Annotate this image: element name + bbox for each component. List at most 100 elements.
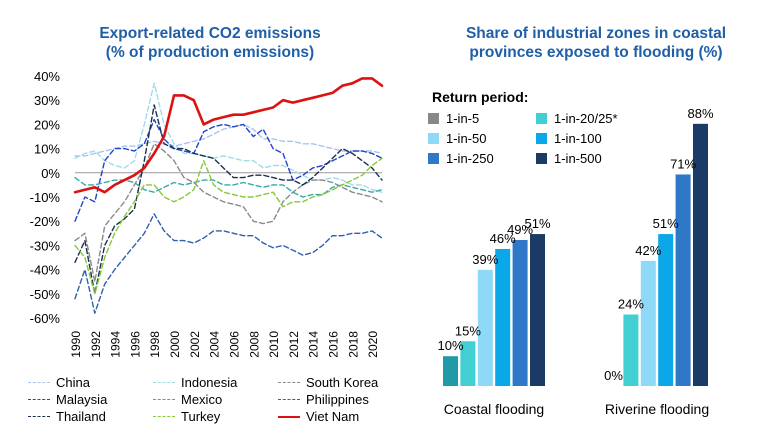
legend-line-swatch — [28, 382, 50, 383]
series-line-indonesia — [74, 82, 383, 193]
bar-data-label: 88% — [687, 106, 713, 121]
bar-data-label: 10% — [437, 338, 463, 353]
series-line-philippines — [74, 213, 383, 314]
line-chart-legend: China Indonesia South Korea Malaysia Mexico P… — [28, 374, 408, 425]
bar-data-label: 51% — [653, 216, 679, 231]
left-title-line-2: (% of production emissions) — [105, 44, 315, 61]
x-tick-label: 2012 — [287, 331, 301, 358]
x-tick-label: 2008 — [247, 331, 261, 358]
bar-1-in-250-0 — [512, 240, 528, 386]
bar-data-label: 49% — [507, 222, 533, 237]
right-chart-title: Share of industrial zones in coastal pro… — [418, 24, 774, 62]
left-chart-title: Export-related CO2 emissions (% of produ… — [20, 24, 400, 62]
legend-label: Thailand — [56, 409, 106, 424]
legend-line-swatch — [278, 382, 300, 383]
x-tick-label: 2020 — [366, 331, 380, 358]
left-title-line-1: Export-related CO2 emissions — [99, 25, 321, 42]
x-tick-label: 1990 — [69, 331, 83, 358]
bar-data-label: 24% — [618, 296, 644, 311]
x-tick-label: 1994 — [109, 331, 123, 358]
return-period-item: 1-in-5 — [428, 110, 536, 127]
x-tick-label: 1996 — [128, 331, 142, 358]
legend-label: Turkey — [181, 409, 221, 424]
y-tick-label: -30% — [30, 238, 61, 253]
legend-item-south-korea: South Korea — [278, 374, 408, 391]
legend-label: China — [56, 375, 90, 390]
series-line-mexico — [74, 176, 383, 198]
legend-item-philippines: Philippines — [278, 391, 408, 408]
series-line-thailand — [74, 104, 383, 295]
legend-line-swatch — [153, 416, 175, 417]
x-tick-label: 2016 — [326, 331, 340, 358]
bar-data-label: 46% — [490, 231, 516, 246]
bar-1-in-500-0 — [530, 234, 545, 386]
legend-label: 1-in-100 — [554, 131, 602, 146]
right-title-line-2: provinces exposed to flooding (%) — [469, 44, 723, 61]
x-tick-label: 2018 — [346, 331, 360, 358]
y-tick-label: -20% — [30, 214, 61, 229]
bar-1-in-5-0 — [443, 356, 458, 386]
legend-item-malaysia: Malaysia — [28, 391, 153, 408]
return-period-legend-title: Return period: — [432, 89, 529, 105]
legend-label: 1-in-50 — [446, 131, 487, 146]
y-tick-label: 20% — [34, 117, 60, 132]
legend-label: 1-in-20/25* — [554, 111, 618, 126]
bar-1-in-20-25--0 — [460, 341, 476, 386]
y-tick-label: 30% — [34, 93, 60, 108]
series-line-turkey — [74, 157, 383, 295]
x-tick-label: 2006 — [227, 331, 241, 358]
y-tick-label: 0% — [41, 166, 60, 181]
legend-color-swatch — [536, 153, 547, 164]
legend-line-swatch — [28, 416, 50, 417]
legend-label: Mexico — [181, 392, 223, 407]
legend-item-china: China — [28, 374, 153, 391]
x-tick-label: 2014 — [307, 331, 321, 358]
legend-label: Philippines — [306, 392, 369, 407]
bar-data-label: 51% — [524, 216, 550, 231]
legend-line-swatch — [278, 415, 300, 418]
legend-label: Malaysia — [56, 392, 108, 407]
x-tick-label: 2002 — [188, 331, 202, 358]
series-line-south-korea — [74, 143, 383, 283]
bar-1-in-20-25--1 — [623, 314, 639, 386]
bar-1-in-100-1 — [658, 234, 674, 386]
legend-line-swatch — [278, 399, 300, 400]
legend-item-thailand: Thailand — [28, 408, 153, 425]
legend-label: Viet Nam — [306, 409, 360, 424]
legend-item-indonesia: Indonesia — [153, 374, 278, 391]
bar-1-in-50-0 — [477, 269, 493, 386]
y-tick-label: 40% — [34, 69, 60, 84]
bar-data-label: 71% — [670, 156, 696, 171]
legend-color-swatch — [428, 133, 439, 144]
bar-1-in-100-0 — [495, 248, 511, 386]
return-period-item: 1-in-250 — [428, 150, 536, 167]
return-period-legend: 1-in-5 1-in-20/25* 1-in-50 1-in-100 1-in-250… — [428, 110, 728, 167]
x-tick-label: 2000 — [168, 331, 182, 358]
return-period-item: 1-in-20/25* — [536, 110, 706, 127]
legend-item-turkey: Turkey — [153, 408, 278, 425]
series-line-viet-nam — [73, 77, 384, 194]
return-period-item: 1-in-100 — [536, 130, 706, 147]
y-tick-label: -60% — [30, 311, 61, 326]
legend-item-viet-nam: Viet Nam — [278, 408, 408, 425]
y-tick-label: -40% — [30, 263, 61, 278]
legend-label: Indonesia — [181, 375, 238, 390]
x-tick-label: 2004 — [208, 331, 222, 358]
bar-data-label: 15% — [455, 323, 481, 338]
bar-1-in-500-1 — [693, 123, 708, 387]
legend-label: South Korea — [306, 375, 379, 390]
legend-color-swatch — [428, 153, 439, 164]
bar-1-in-50-1 — [640, 260, 656, 386]
legend-label: 1-in-5 — [446, 111, 480, 126]
return-period-item: 1-in-500 — [536, 150, 706, 167]
x-tick-label: 1992 — [89, 331, 103, 358]
y-tick-label: -50% — [30, 287, 61, 302]
legend-line-swatch — [153, 382, 175, 383]
legend-color-swatch — [536, 133, 547, 144]
category-label: Coastal flooding — [444, 401, 544, 417]
bar-data-label: 39% — [472, 252, 498, 267]
legend-item-mexico: Mexico — [153, 391, 278, 408]
right-title-line-1: Share of industrial zones in coastal — [465, 25, 727, 42]
category-label: Riverine flooding — [605, 401, 709, 417]
